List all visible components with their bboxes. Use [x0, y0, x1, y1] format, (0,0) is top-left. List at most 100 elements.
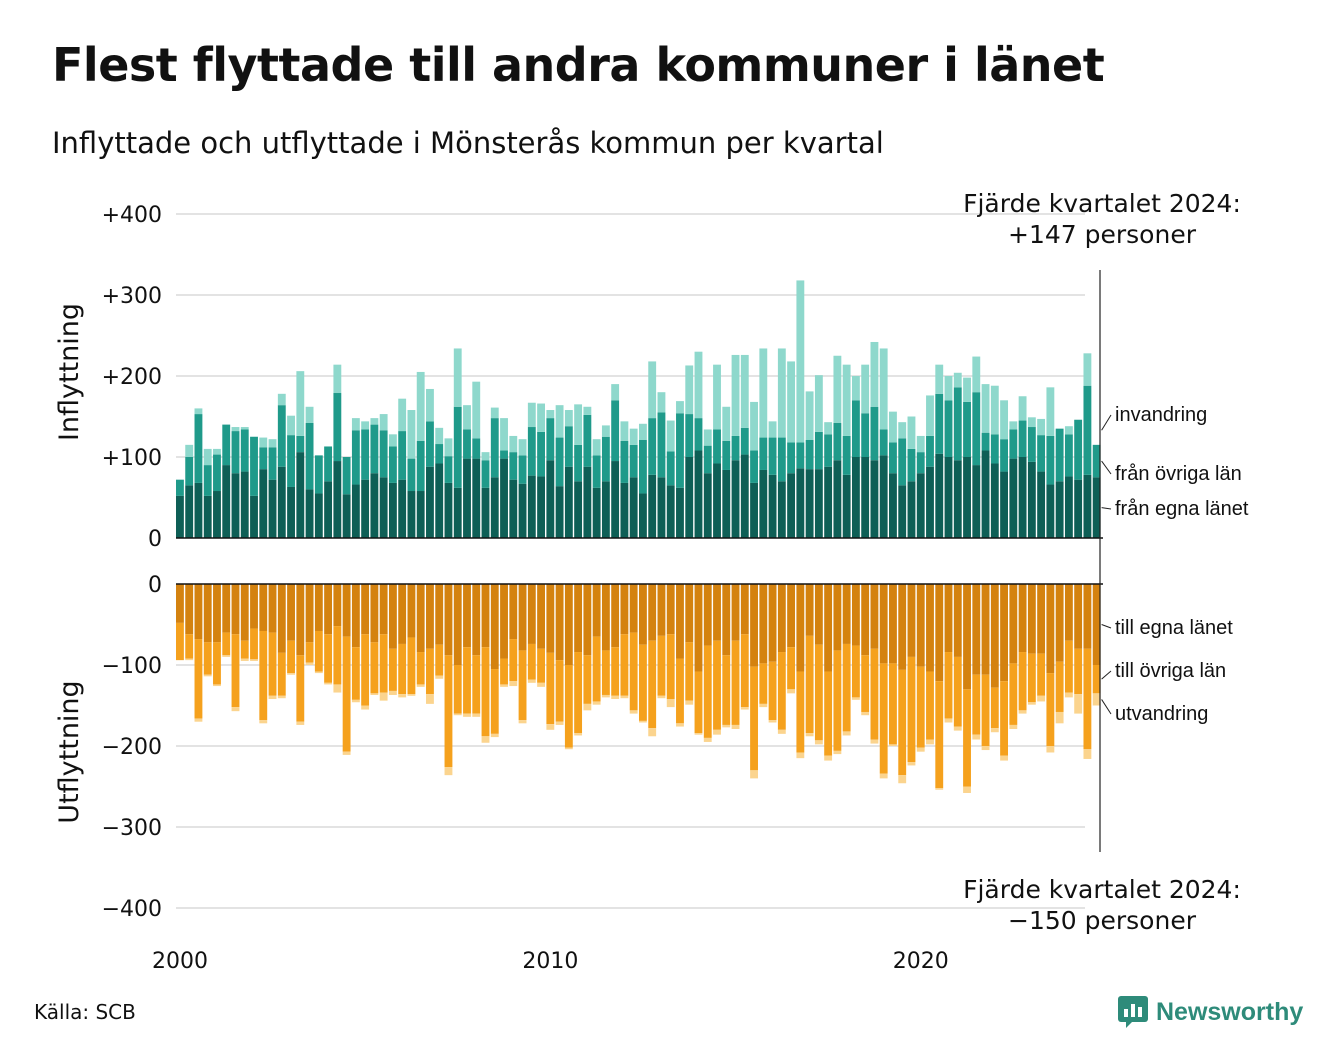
- outflow-bar-segment: [657, 584, 666, 636]
- inflow-bar-segment: [324, 481, 333, 538]
- outflow-bar-segment: [731, 724, 740, 729]
- outflow-bar-segment: [546, 584, 555, 653]
- outflow-bar-segment: [648, 640, 657, 729]
- outflow-bar-segment: [796, 584, 805, 672]
- outflow-bar-segment: [518, 720, 527, 724]
- inflow-bar-segment: [259, 469, 268, 538]
- inflow-bar-segment: [555, 486, 564, 538]
- outflow-bar-segment: [1046, 584, 1055, 674]
- inflow-bar-segment: [666, 451, 675, 486]
- inflow-bar-segment: [1055, 481, 1064, 538]
- outflow-bar-segment: [1027, 702, 1036, 705]
- inflow-bar-segment: [564, 466, 573, 538]
- inflow-bar-segment: [657, 412, 666, 478]
- inflow-bar-segment: [277, 393, 286, 406]
- outflow-bar-segment: [833, 584, 842, 651]
- grid-layer: [176, 213, 1085, 909]
- inflow-tick-label: +300: [102, 284, 162, 309]
- inflow-bar-segment: [305, 406, 314, 423]
- inflow-bar-segment: [296, 435, 305, 453]
- inflow-bar-segment: [990, 385, 999, 435]
- outflow-bar-segment: [676, 723, 684, 727]
- outflow-bar-segment: [926, 671, 934, 740]
- inflow-bar-segment: [1092, 444, 1101, 478]
- inflow-bar-segment: [194, 482, 203, 538]
- outflow-bar-segment: [259, 630, 268, 721]
- outflow-bar-segment: [611, 584, 620, 648]
- outflow-bar-segment: [527, 643, 536, 680]
- inflow-bar-segment: [1074, 479, 1083, 538]
- outflow-bar-segment: [564, 665, 573, 748]
- outflow-bar-segment: [1009, 584, 1018, 664]
- inflow-bar-segment: [444, 438, 453, 457]
- inflow-bar-segment: [898, 485, 907, 538]
- outflow-bar-segment: [1083, 648, 1092, 750]
- inflow-bar-segment: [814, 375, 823, 432]
- outflow-bar-segment: [333, 684, 342, 693]
- outflow-bar-segment: [685, 700, 694, 705]
- inflow-bar-segment: [759, 437, 768, 470]
- inflow-bar-segment: [851, 457, 860, 538]
- outflow-bar-segment: [889, 584, 897, 664]
- inflow-bar-segment: [1055, 428, 1064, 482]
- outflow-bar-segment: [685, 642, 694, 701]
- outflow-bar-segment: [240, 584, 249, 641]
- inflow-bar-segment: [176, 495, 184, 538]
- inflow-bar-segment: [361, 429, 370, 480]
- inflow-bar-segment: [1083, 474, 1092, 538]
- inflow-bar-segment: [388, 482, 397, 538]
- outflow-bar-segment: [907, 656, 916, 763]
- outflow-bar-segment: [824, 755, 833, 761]
- inflow-bar-segment: [824, 434, 833, 467]
- outflow-bar-segment: [676, 584, 684, 659]
- outflow-bar-segment: [509, 639, 518, 682]
- inflow-bar-segment: [731, 354, 740, 436]
- outflow-bar-segment: [379, 634, 388, 693]
- outflow-tick-label: −400: [102, 897, 162, 922]
- inflow-bar-segment: [805, 439, 814, 470]
- inflow-bar-segment: [1018, 396, 1027, 421]
- outflow-bar-segment: [472, 713, 481, 717]
- inflow-bar-segment: [213, 454, 221, 492]
- inflow-bar-segment: [703, 473, 712, 538]
- outflow-bar-segment: [314, 584, 323, 631]
- outflow-bar-segment: [277, 652, 286, 696]
- inflow-bar-segment: [583, 466, 592, 538]
- outflow-bar-segment: [963, 786, 971, 793]
- inflow-bar-segment: [426, 388, 434, 422]
- outflow-bar-segment: [861, 711, 870, 716]
- outflow-bar-segment: [703, 584, 712, 646]
- outflow-bar-segment: [1027, 584, 1036, 654]
- inflow-bar-segment: [713, 364, 721, 430]
- inflow-bar-segment: [787, 473, 796, 538]
- inflow-bar-segment: [639, 423, 647, 440]
- outflow-bar-segment: [601, 650, 610, 695]
- inflow-bar-segment: [1009, 429, 1018, 459]
- outflow-bar-segment: [694, 671, 703, 734]
- outflow-bar-segment: [1092, 665, 1101, 694]
- inflow-bar-segment: [685, 457, 694, 538]
- outflow-bar-segment: [287, 640, 295, 674]
- outflow-bar-segment: [796, 752, 805, 759]
- inflow-bar-segment: [537, 431, 545, 477]
- outflow-bar-segment: [370, 693, 379, 695]
- outflow-bar-segment: [444, 767, 453, 776]
- outflow-bar-segment: [916, 666, 925, 748]
- outflow-bar-segment: [388, 690, 397, 695]
- outflow-bar-segment: [388, 648, 397, 691]
- outflow-bar-segment: [870, 584, 879, 649]
- series-label: från egna länet: [1115, 498, 1249, 520]
- inflow-bar-segment: [176, 479, 184, 496]
- inflow-bar-segment: [583, 406, 592, 415]
- outflow-bar-segment: [546, 652, 555, 725]
- brand-logo[interactable]: Newsworthy: [1118, 994, 1303, 1030]
- inflow-bar-segment: [879, 348, 888, 430]
- inflow-bar-segment: [777, 437, 786, 482]
- inflow-bar-segment: [796, 280, 805, 443]
- outflow-bar-segment: [842, 584, 851, 644]
- inflow-bar-segment: [481, 460, 490, 488]
- outflow-bar-segment: [750, 666, 758, 771]
- inflow-bar-segment: [379, 430, 388, 478]
- outflow-bar-segment: [870, 739, 879, 744]
- outflow-bar-segment: [1083, 749, 1092, 759]
